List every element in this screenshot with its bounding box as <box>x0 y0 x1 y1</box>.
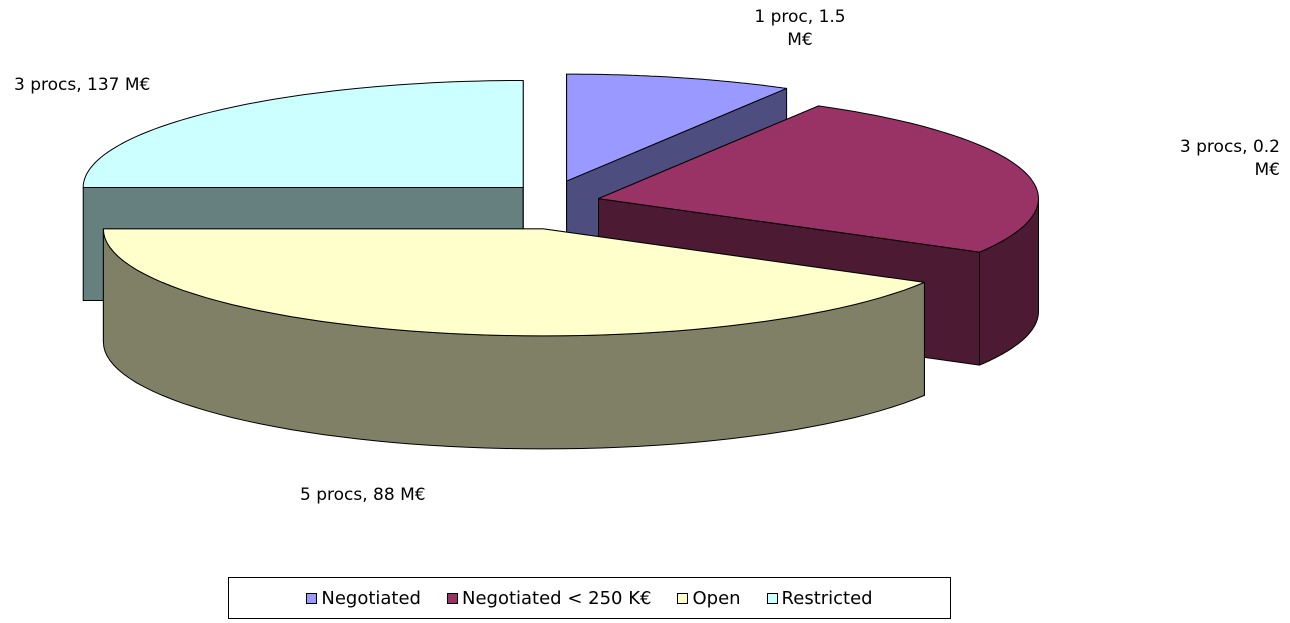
slice <box>102 228 925 337</box>
legend-item: Open <box>677 587 741 609</box>
legend-item: Negotiated < 250 K€ <box>446 587 652 609</box>
slice <box>82 80 524 188</box>
slice <box>566 73 788 182</box>
legend-item: Restricted <box>766 587 873 609</box>
legend-label: Open <box>692 587 741 609</box>
data-label: 5 procs, 88 M€ <box>300 485 426 505</box>
legend-swatch <box>446 592 458 604</box>
legend-item: Negotiated <box>306 588 421 609</box>
slice <box>598 105 1039 253</box>
legend-swatch <box>677 592 689 604</box>
legend-swatch <box>306 592 318 604</box>
legend: Negotiated Negotiated < 250 K€ Open Rest… <box>228 577 951 619</box>
data-label: 3 procs, 0.2 M€ <box>1179 137 1280 180</box>
legend-label: Negotiated < 250 K€ <box>461 587 652 609</box>
legend-label: Negotiated <box>321 587 421 609</box>
legend-swatch <box>766 592 778 604</box>
data-label: 3 procs, 137 M€ <box>14 75 151 95</box>
legend-label: Restricted <box>781 587 873 609</box>
data-label: 1 proc, 1.5 M€ <box>754 7 846 50</box>
